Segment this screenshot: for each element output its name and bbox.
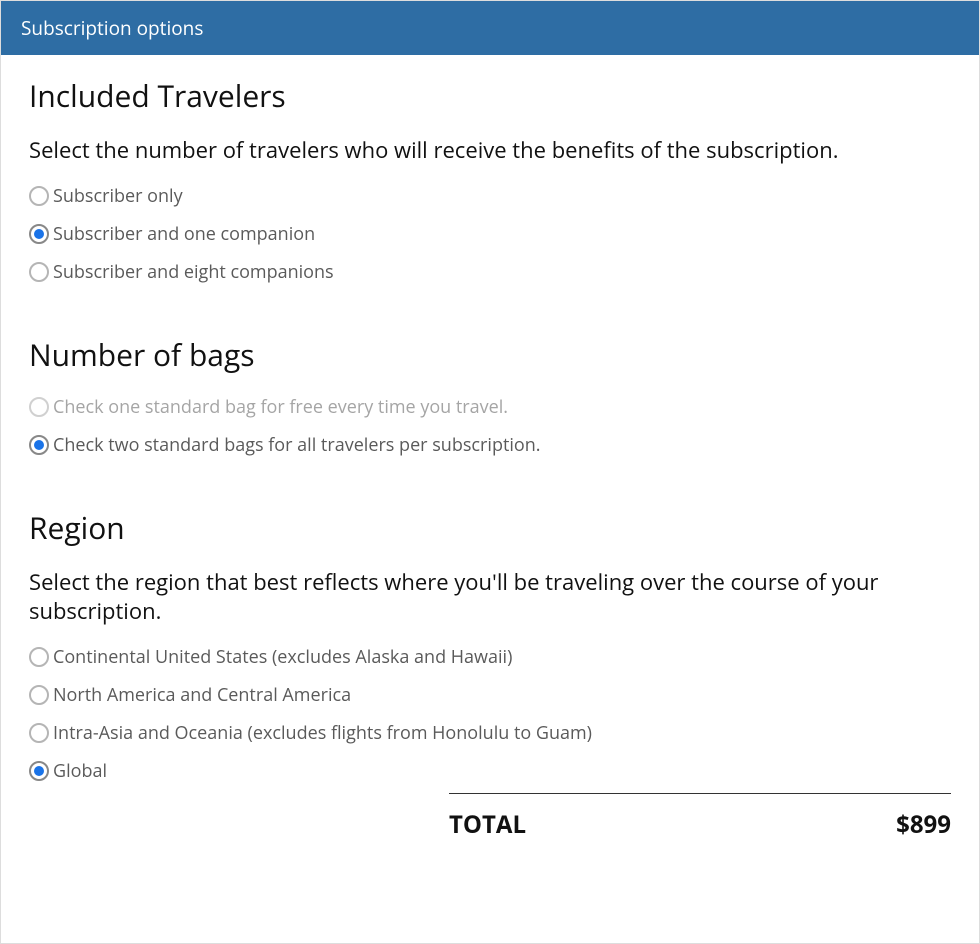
radio-travelers-2[interactable]: Subscriber and eight companions	[29, 260, 951, 284]
section-title-region: Region	[29, 507, 951, 548]
radio-label: Check one standard bag for free every ti…	[53, 395, 508, 419]
section-desc-region: Select the region that best reflects whe…	[29, 568, 951, 627]
radio-icon	[29, 186, 49, 206]
panel-title: Subscription options	[21, 15, 203, 41]
radio-region-0[interactable]: Continental United States (excludes Alas…	[29, 645, 951, 669]
panel-header: Subscription options	[1, 1, 979, 55]
radio-travelers-0[interactable]: Subscriber only	[29, 184, 951, 208]
section-region: Region Select the region that best refle…	[29, 507, 951, 783]
total-row: TOTAL $899	[449, 793, 951, 841]
radio-bags-1[interactable]: Check two standard bags for all traveler…	[29, 433, 951, 457]
radio-icon	[29, 262, 49, 282]
radio-label: Subscriber and eight companions	[53, 260, 334, 284]
radio-group-bags: Check one standard bag for free every ti…	[29, 395, 951, 457]
section-title-travelers: Included Travelers	[29, 75, 951, 116]
radio-label: North America and Central America	[53, 683, 351, 707]
radio-icon	[29, 224, 49, 244]
radio-label: Check two standard bags for all traveler…	[53, 433, 541, 457]
radio-label: Continental United States (excludes Alas…	[53, 645, 512, 669]
radio-region-3[interactable]: Global	[29, 759, 951, 783]
radio-icon	[29, 397, 49, 417]
panel-content: Included Travelers Select the number of …	[1, 55, 979, 841]
section-travelers: Included Travelers Select the number of …	[29, 75, 951, 284]
radio-label: Subscriber and one companion	[53, 222, 315, 246]
radio-icon	[29, 647, 49, 667]
section-bags: Number of bags Check one standard bag fo…	[29, 334, 951, 457]
radio-icon	[29, 435, 49, 455]
section-desc-travelers: Select the number of travelers who will …	[29, 136, 951, 166]
radio-label: Subscriber only	[53, 184, 183, 208]
radio-bags-0: Check one standard bag for free every ti…	[29, 395, 951, 419]
radio-region-2[interactable]: Intra-Asia and Oceania (excludes flights…	[29, 721, 951, 745]
radio-group-travelers: Subscriber only Subscriber and one compa…	[29, 184, 951, 284]
radio-label: Intra-Asia and Oceania (excludes flights…	[53, 721, 592, 745]
radio-travelers-1[interactable]: Subscriber and one companion	[29, 222, 951, 246]
total-value: $899	[896, 808, 951, 841]
total-label: TOTAL	[449, 808, 526, 841]
radio-icon	[29, 723, 49, 743]
radio-region-1[interactable]: North America and Central America	[29, 683, 951, 707]
section-title-bags: Number of bags	[29, 334, 951, 375]
radio-label: Global	[53, 759, 107, 783]
radio-icon	[29, 685, 49, 705]
radio-group-region: Continental United States (excludes Alas…	[29, 645, 951, 783]
subscription-options-panel: Subscription options Included Travelers …	[0, 0, 980, 944]
radio-icon	[29, 761, 49, 781]
